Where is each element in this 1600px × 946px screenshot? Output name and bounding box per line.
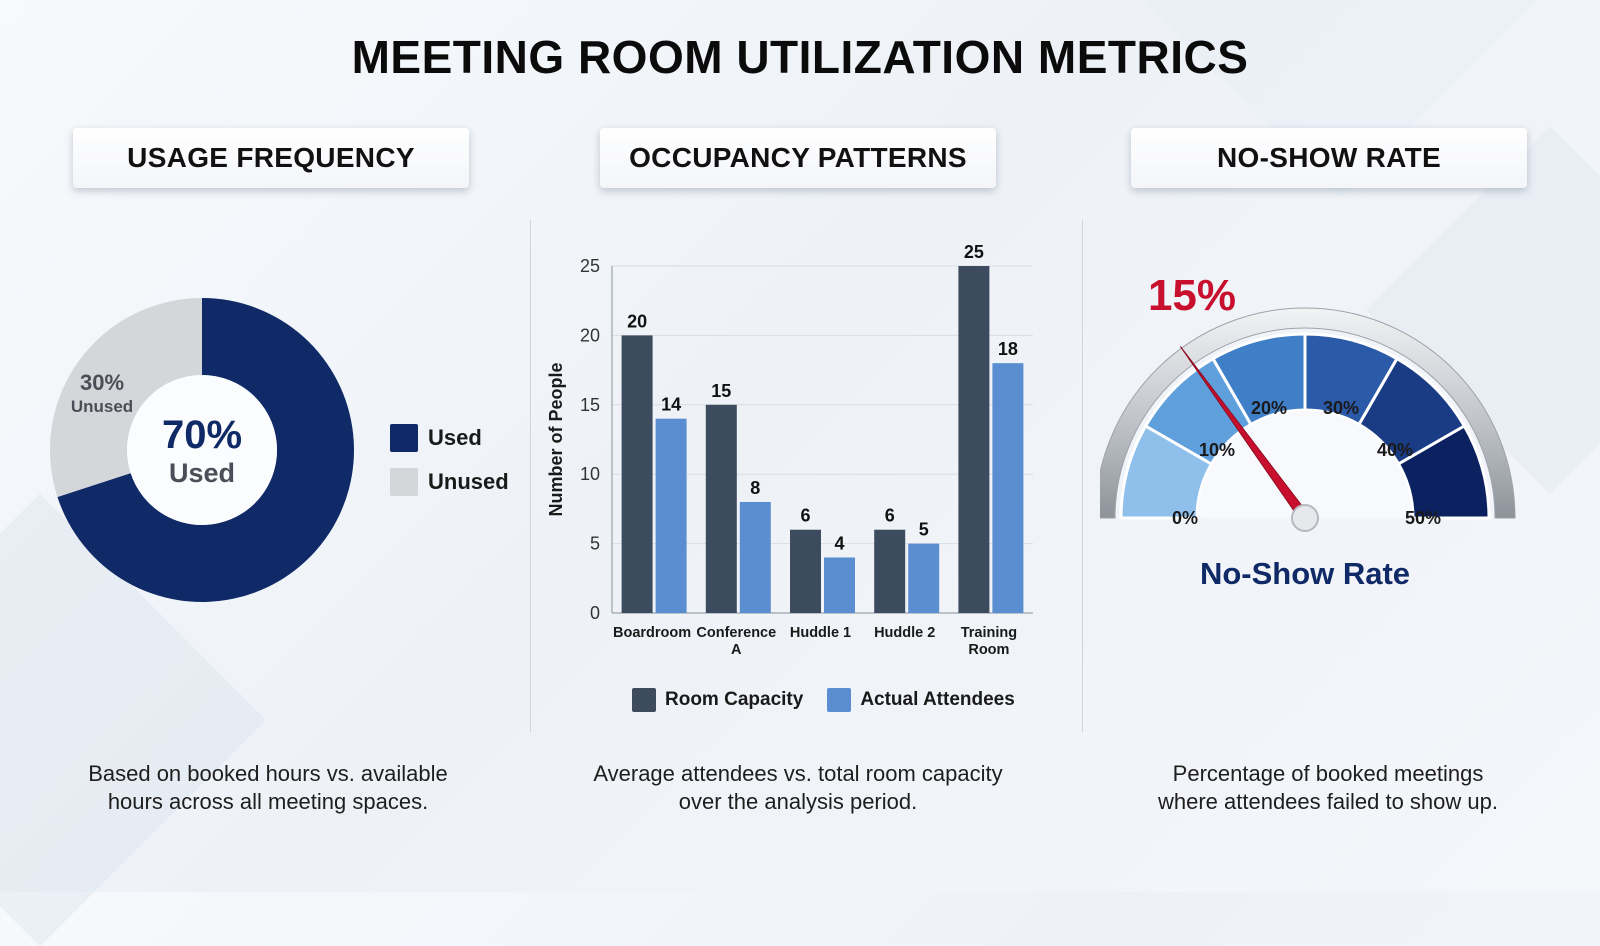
x-tick-label: Huddle 1 (790, 625, 851, 641)
occupancy-bar-chart: 0 5 10 15 20 25 Number of People 20 14 Boardroom 1… (546, 242, 1033, 658)
x-tick-label: Room (968, 642, 1009, 658)
y-tick-label: 5 (590, 534, 600, 554)
legend-swatch-room-capacity (632, 688, 656, 712)
usage-caption-line-1: Based on booked hours vs. available (88, 761, 448, 786)
bar-value-label: 15 (711, 381, 731, 401)
legend-label-actual-attendees: Actual Attendees (860, 689, 1015, 710)
gauge-face (1198, 411, 1412, 518)
panel-divider (1082, 220, 1083, 732)
occupancy-legend: Room Capacity Actual Attendees (632, 688, 1015, 712)
bar-room-capacity (958, 266, 990, 613)
usage-legend: Used Unused (390, 424, 509, 512)
occupancy-caption-line-2: over the analysis period. (678, 789, 918, 814)
noshow-caption-line-2: where attendees failed to show up. (1157, 789, 1498, 814)
gauge-needle-hub (1291, 504, 1319, 532)
bar-value-label: 14 (661, 395, 681, 415)
legend-swatch-used (390, 424, 418, 452)
bar-actual-attendees (739, 501, 771, 613)
bar-room-capacity (621, 335, 653, 613)
gauge-tick-label: 50% (1405, 508, 1441, 528)
bar-actual-attendees (992, 363, 1024, 613)
x-tick-label: Boardroom (613, 625, 691, 641)
y-tick-label: 0 (590, 603, 600, 623)
donut-hole (127, 375, 277, 525)
panel-divider (530, 220, 531, 732)
usage-donut-chart: 70%Used 30% Unused (49, 298, 355, 602)
bar-room-capacity (874, 529, 906, 613)
gauge-tick-label: 0% (1172, 508, 1198, 528)
legend-label-unused: Unused (428, 469, 509, 494)
donut-slice-used (57, 298, 355, 602)
bar-room-capacity (790, 529, 821, 613)
page-title: MEETING ROOM UTILIZATION METRICS (351, 31, 1249, 83)
donut-center-label: Used (169, 458, 235, 488)
gauge-tick-label: 10% (1199, 440, 1235, 460)
no-show-gauge: 0% 10% 20% 30% 40% 50% 15% No-Show Rate (1100, 271, 1516, 591)
noshow-caption-line-1: Percentage of booked meetings (1172, 761, 1484, 786)
usage-caption: Based on booked hours vs. available hour… (48, 760, 488, 816)
bar-actual-attendees (824, 557, 855, 613)
x-tick-label: Training (961, 625, 1017, 641)
bar-actual-attendees (908, 543, 940, 613)
y-tick-label: 10 (580, 464, 600, 484)
donut-slice-unused (49, 298, 203, 497)
legend-label-room-capacity: Room Capacity (665, 689, 804, 710)
occupancy-caption-line-1: Average attendees vs. total room capacit… (593, 761, 1003, 786)
y-tick-label: 15 (580, 395, 600, 415)
y-tick-label: 25 (580, 256, 600, 276)
occupancy-caption: Average attendees vs. total room capacit… (578, 760, 1018, 816)
x-tick-label: A (731, 642, 742, 658)
legend-swatch-actual-attendees (827, 688, 852, 712)
bar-value-label: 5 (919, 520, 929, 540)
bar-value-label: 8 (750, 478, 760, 498)
bar-value-label: 20 (627, 311, 647, 331)
no-show-rate-header: NO-SHOW RATE (1131, 128, 1527, 188)
bar-actual-attendees (655, 418, 687, 613)
legend-item-used: Used (390, 424, 509, 452)
bar-value-label: 25 (964, 242, 984, 262)
donut-slice-unused-value: 30% (80, 370, 124, 395)
gauge-value-label: 15% (1148, 271, 1236, 320)
y-tick-label: 20 (580, 325, 600, 345)
usage-frequency-header: USAGE FREQUENCY (73, 128, 469, 188)
occupancy-patterns-header: OCCUPANCY PATTERNS (600, 128, 996, 188)
donut-slice-unused-label: Unused (71, 397, 133, 416)
x-tick-label: Conference (696, 625, 776, 641)
bar-value-label: 6 (800, 506, 810, 526)
gauge-title-label: No-Show Rate (1200, 556, 1410, 591)
gauge-rim (1100, 307, 1516, 519)
bar-value-label: 6 (885, 506, 895, 526)
gauge-tick-label: 20% (1251, 398, 1287, 418)
y-axis-label: Number of People (546, 362, 566, 516)
bar-value-label: 18 (998, 339, 1018, 359)
usage-caption-line-2: hours across all meeting spaces. (107, 789, 429, 814)
legend-label-used: Used (428, 425, 482, 450)
bar-value-label: 4 (834, 533, 844, 553)
x-tick-label: Huddle 2 (874, 625, 935, 641)
donut-center-value: 70% (162, 413, 242, 457)
gauge-band (1396, 423, 1491, 520)
gauge-tick-label: 40% (1377, 440, 1413, 460)
legend-item-unused: Unused (390, 468, 509, 496)
legend-swatch-unused (390, 468, 418, 496)
gauge-tick-label: 30% (1323, 398, 1359, 418)
bar-room-capacity (705, 404, 737, 613)
noshow-caption: Percentage of booked meetings where atte… (1108, 760, 1548, 816)
